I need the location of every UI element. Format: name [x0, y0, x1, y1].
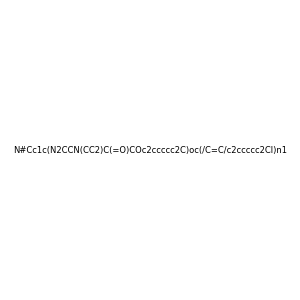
Text: N#Cc1c(N2CCN(CC2)C(=O)COc2ccccc2C)oc(/C=C/c2ccccc2Cl)n1: N#Cc1c(N2CCN(CC2)C(=O)COc2ccccc2C)oc(/C=… [13, 146, 287, 154]
